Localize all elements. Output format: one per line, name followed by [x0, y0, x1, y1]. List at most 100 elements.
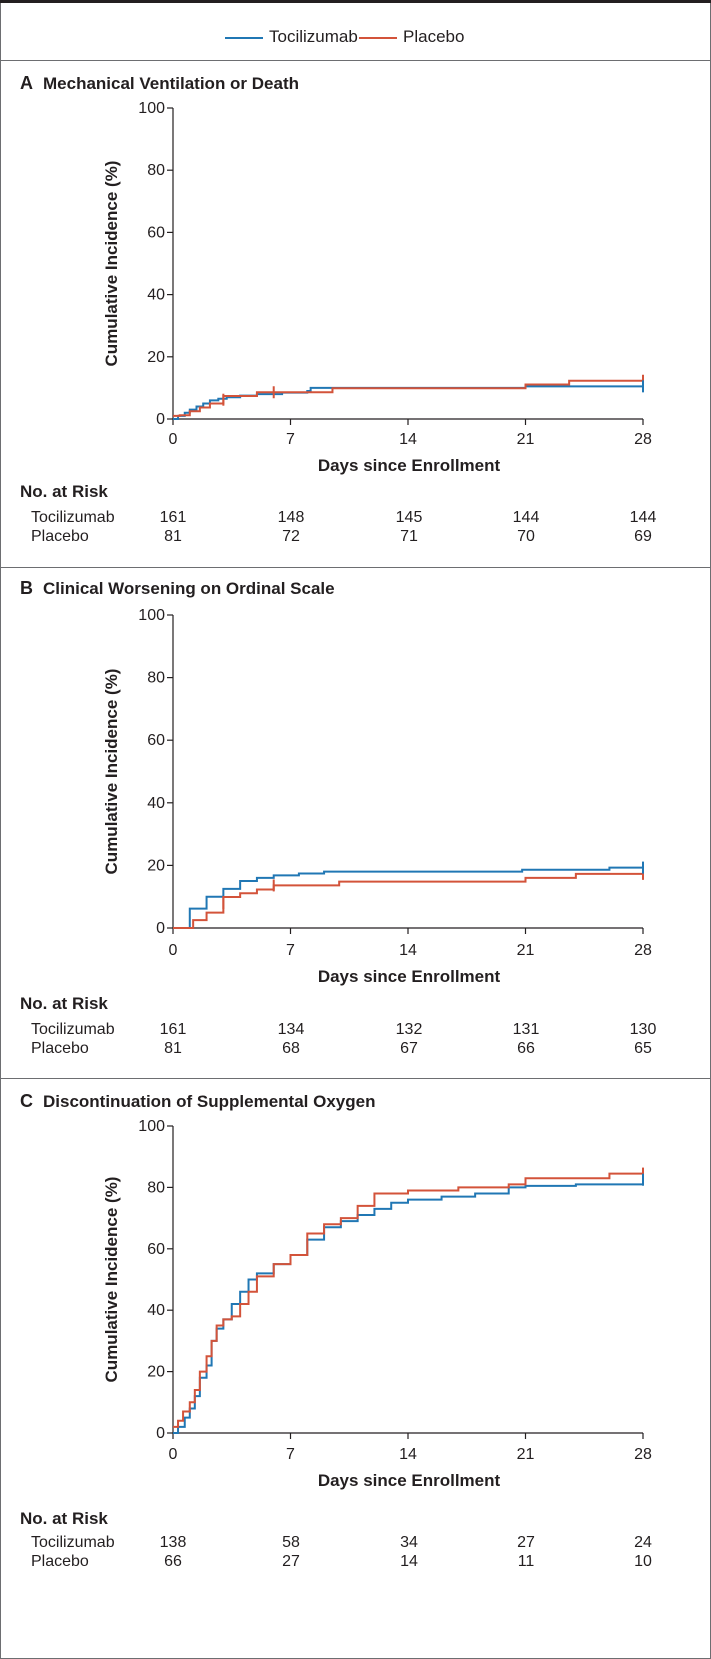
y-tick-label: 80 [147, 1179, 165, 1196]
legend-item-tocilizumab: Tocilizumab [225, 27, 358, 47]
panel-a-risk-pla-day21: 70 [517, 528, 535, 545]
x-tick-label: 0 [169, 942, 178, 959]
panel-b-title-text: Clinical Worsening on Ordinal Scale [43, 579, 335, 598]
y-tick-label: 80 [147, 162, 165, 179]
y-tick-label: 60 [147, 1241, 165, 1258]
x-tick-label: 7 [286, 1446, 295, 1463]
series-line-placebo [173, 872, 643, 929]
panel-a-risk-pla-day28: 69 [634, 528, 652, 545]
panel-b: B Clinical Worsening on Ordinal Scale 0 20… [0, 568, 711, 1078]
y-tick-label: 0 [156, 1425, 165, 1442]
panel-c-letter: C [20, 1091, 33, 1111]
panel-a-risk-pla-day14: 71 [400, 528, 418, 545]
y-axis-label: Cumulative Incidence (%) [102, 161, 121, 367]
panel-b-risk-toc-day21: 131 [512, 1021, 540, 1038]
panel-b-risk-toc-day0: 161 [159, 1021, 187, 1038]
panel-c-risk-toc-day7: 58 [282, 1534, 300, 1551]
x-tick-label: 21 [517, 431, 535, 448]
panel-a-chart: 0 20 40 60 80 100 0 7 14 21 28 Days since Enrollmen… [102, 100, 652, 475]
x-axis-label: Days since Enrollment [318, 1471, 501, 1490]
panel-c-risk-pla-day28: 10 [634, 1553, 652, 1570]
series-line-placebo [173, 1172, 643, 1428]
panel-c-risk-label-tocilizumab: Tocilizumab [31, 1534, 115, 1551]
panel-a-risk-label-placebo: Placebo [31, 528, 89, 545]
panel-a-risk-toc-day28: 144 [629, 509, 657, 526]
y-tick-label: 20 [147, 349, 165, 366]
legend-swatch-placebo [359, 36, 397, 39]
x-axis-label: Days since Enrollment [318, 456, 501, 475]
panel-b-title: B Clinical Worsening on Ordinal Scale [20, 578, 335, 599]
x-tick-label: 7 [286, 942, 295, 959]
panel-b-risk-pla-day0: 81 [164, 1040, 182, 1057]
x-tick-label: 28 [634, 431, 652, 448]
legend: Tocilizumab Placebo [0, 15, 711, 61]
y-tick-label: 100 [138, 100, 165, 117]
panel-c-risk-toc-day28: 24 [634, 1534, 652, 1551]
panel-c-risk-toc-day14: 34 [400, 1534, 418, 1551]
y-tick-label: 40 [147, 1302, 165, 1319]
x-tick-label: 21 [517, 942, 535, 959]
panel-b-letter: B [20, 578, 33, 598]
x-tick-label: 14 [399, 431, 417, 448]
x-tick-label: 0 [169, 1446, 178, 1463]
panel-c-risk-label-placebo: Placebo [31, 1553, 89, 1570]
y-tick-label: 40 [147, 795, 165, 812]
panel-a-title: A Mechanical Ventilation or Death [20, 73, 299, 94]
x-tick-label: 28 [634, 1446, 652, 1463]
y-tick-label: 100 [138, 1118, 165, 1135]
x-tick-label: 7 [286, 431, 295, 448]
panel-c-risk-pla-day14: 14 [400, 1553, 418, 1570]
panel-a-risk-label-tocilizumab: Tocilizumab [31, 509, 115, 526]
panel-a-risk-toc-day14: 145 [395, 509, 423, 526]
series-line-tocilizumab [173, 1179, 644, 1434]
legend-item-placebo: Placebo [359, 27, 464, 47]
top-rule [0, 0, 711, 3]
panel-a-risk-title: No. at Risk [20, 482, 108, 501]
panel-c-risk-toc-day0: 138 [159, 1534, 187, 1551]
panel-b-risk-toc-day28: 130 [629, 1021, 657, 1038]
panel-a-title-text: Mechanical Ventilation or Death [43, 74, 300, 93]
y-tick-label: 40 [147, 287, 165, 304]
panel-c-chart: 0 20 40 60 80 100 0 7 14 21 28 Days since Enrollmen… [102, 1118, 652, 1490]
panel-b-risk-toc-day7: 134 [277, 1021, 305, 1038]
panel-a-risk-pla-day0: 81 [164, 528, 182, 545]
panel-b-risk-toc-day14: 132 [395, 1021, 423, 1038]
y-tick-label: 0 [156, 411, 165, 428]
series-line-tocilizumab [173, 866, 643, 929]
panel-b-chart: 0 20 40 60 80 100 0 7 14 21 28 Days since Enrollmen… [102, 607, 652, 986]
panel-c-title: C Discontinuation of Supplemental Oxygen [20, 1091, 375, 1112]
y-tick-label: 20 [147, 857, 165, 874]
panel-b-risk-pla-day14: 67 [400, 1040, 418, 1057]
panel-separator-bc [0, 1078, 711, 1079]
y-tick-label: 0 [156, 920, 165, 937]
x-axis-label: Days since Enrollment [318, 967, 501, 986]
panel-b-risk-pla-day28: 65 [634, 1040, 652, 1057]
legend-swatch-tocilizumab [225, 36, 263, 39]
y-axis-label: Cumulative Incidence (%) [102, 1177, 121, 1383]
panel-c: C Discontinuation of Supplemental Oxygen … [0, 1079, 711, 1659]
panel-c-risk-pla-day0: 66 [164, 1553, 182, 1570]
panel-a-letter: A [20, 73, 33, 93]
panel-b-risk-label-placebo: Placebo [31, 1040, 89, 1057]
panel-b-risk-pla-day7: 68 [282, 1040, 300, 1057]
x-tick-label: 21 [517, 1446, 535, 1463]
x-tick-label: 28 [634, 942, 652, 959]
panel-a-risk-toc-day0: 161 [159, 509, 187, 526]
panel-b-risk-title: No. at Risk [20, 994, 108, 1013]
x-tick-label: 14 [399, 942, 417, 959]
panel-c-risk-pla-day7: 27 [282, 1553, 300, 1570]
panel-separator-ab [0, 567, 711, 568]
panel-a-risk-pla-day7: 72 [282, 528, 300, 545]
panel-c-title-text: Discontinuation of Supplemental Oxygen [43, 1092, 376, 1111]
panel-c-risk-title: No. at Risk [20, 1509, 108, 1528]
x-tick-label: 14 [399, 1446, 417, 1463]
y-tick-label: 60 [147, 732, 165, 749]
panel-c-risk-pla-day21: 11 [517, 1553, 535, 1570]
y-tick-label: 80 [147, 670, 165, 687]
y-axis-label: Cumulative Incidence (%) [102, 669, 121, 875]
panel-b-risk-pla-day21: 66 [517, 1040, 535, 1057]
panel-a-risk-toc-day21: 144 [512, 509, 540, 526]
y-tick-label: 20 [147, 1364, 165, 1381]
x-tick-label: 0 [169, 431, 178, 448]
panel-a-risk-toc-day7: 148 [277, 509, 305, 526]
